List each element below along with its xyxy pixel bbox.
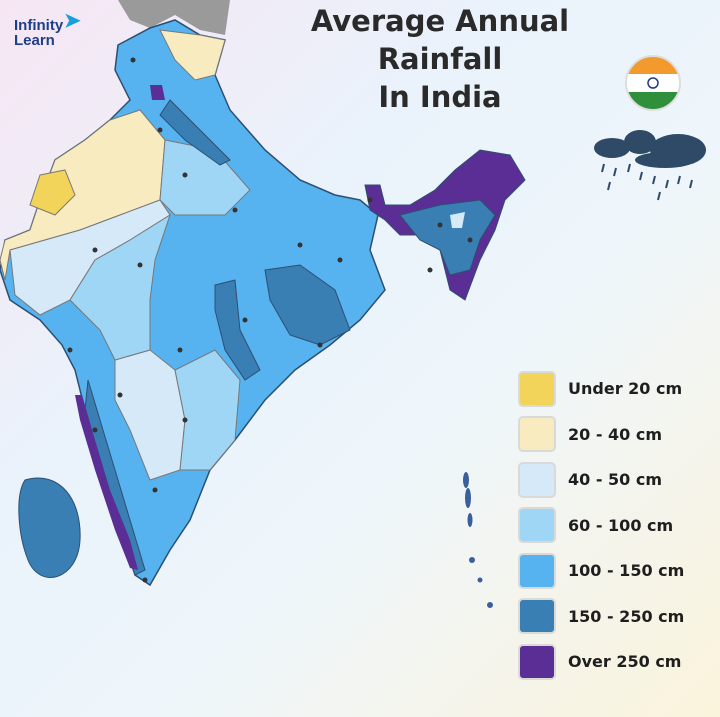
logo-text-line2: Learn xyxy=(14,32,55,49)
legend-item: 40 - 50 cm xyxy=(520,457,684,503)
legend-label: Under 20 cm xyxy=(568,379,683,399)
rain-cloud-icon xyxy=(594,130,706,201)
infinity-learn-logo: Infinity Learn ➤ xyxy=(14,11,81,49)
legend-label: 40 - 50 cm xyxy=(568,470,663,490)
zone-under-20 xyxy=(29,169,76,216)
region-outside-grey xyxy=(118,0,230,35)
legend: Under 20 cm 20 - 40 cm 40 - 50 cm 60 - 100 … xyxy=(520,366,684,685)
legend-item: 20 - 40 cm xyxy=(520,412,684,458)
legend-item: Over 250 cm xyxy=(520,639,684,685)
legend-swatch xyxy=(520,372,554,405)
legend-swatch xyxy=(520,600,554,633)
city-markers xyxy=(67,57,473,583)
legend-label: 150 - 250 cm xyxy=(568,606,685,626)
india-flag-icon xyxy=(625,55,681,111)
zone-150-250-northeast xyxy=(399,199,496,276)
legend-swatch xyxy=(520,509,554,542)
andaman-nicobar-islands xyxy=(463,472,493,608)
title-line1: Average Annual Rainfall xyxy=(310,4,570,76)
zone-over-250-west-coast xyxy=(75,395,138,570)
logo-text-line1: Infinity xyxy=(14,17,64,34)
zone-150-250 xyxy=(18,99,351,578)
legend-item: 60 - 100 cm xyxy=(520,503,684,549)
legend-label: 100 - 150 cm xyxy=(568,561,685,581)
legend-label: 20 - 40 cm xyxy=(568,424,663,444)
legend-item: 150 - 250 cm xyxy=(520,594,684,640)
legend-swatch xyxy=(520,645,554,678)
title-line2: In India xyxy=(378,80,502,114)
legend-label: Over 250 cm xyxy=(568,652,682,672)
zone-40-50-northeast xyxy=(450,212,465,228)
legend-label: 60 - 100 cm xyxy=(568,515,674,535)
zone-over-250-kashmir xyxy=(150,85,165,100)
legend-item: 100 - 150 cm xyxy=(520,548,684,594)
legend-swatch xyxy=(520,463,554,496)
map-title: Average Annual Rainfall In India xyxy=(290,2,590,116)
legend-swatch xyxy=(520,418,554,451)
legend-item: Under 20 cm xyxy=(520,366,684,412)
legend-swatch xyxy=(520,554,554,587)
logo-arrow-icon: ➤ xyxy=(64,10,81,32)
